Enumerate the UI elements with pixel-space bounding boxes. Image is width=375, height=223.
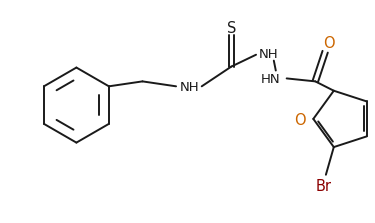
Text: NH: NH: [180, 81, 200, 94]
Text: NH: NH: [259, 48, 279, 61]
Text: O: O: [294, 113, 305, 128]
Text: Br: Br: [316, 179, 332, 194]
Text: S: S: [226, 21, 236, 36]
Text: O: O: [323, 36, 335, 51]
Text: HN: HN: [261, 73, 280, 87]
